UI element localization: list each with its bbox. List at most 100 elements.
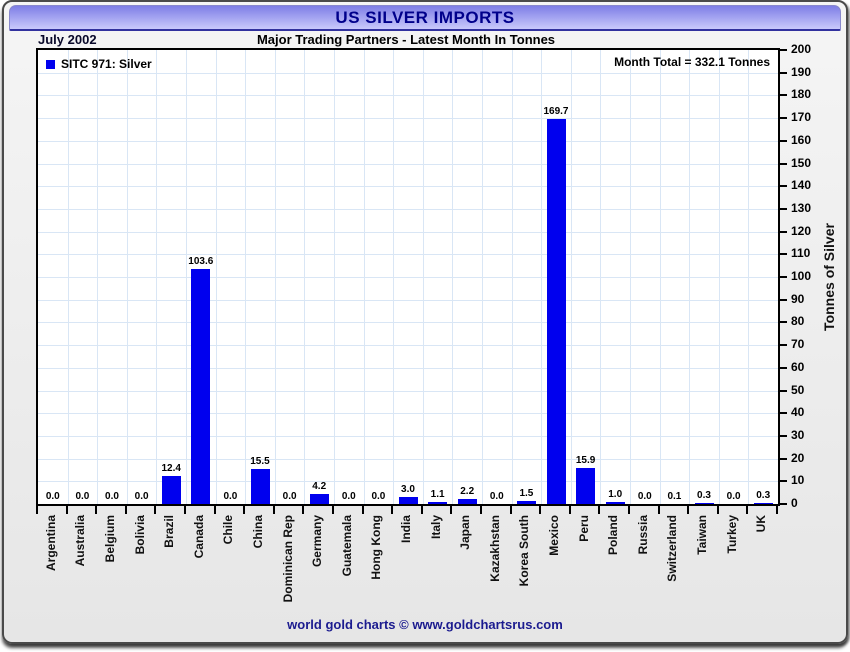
gridline-vertical (216, 50, 217, 504)
y-tick (780, 298, 787, 301)
gridline-horizontal (38, 390, 778, 392)
gridline-horizontal (38, 254, 778, 256)
bar-value-label: 3.0 (401, 484, 415, 495)
bar-value-label: 2.2 (460, 486, 475, 497)
gridline-horizontal (38, 367, 778, 369)
x-tick (510, 506, 512, 514)
legend-swatch-icon (46, 59, 55, 69)
y-tick-label: 180 (791, 87, 812, 102)
period-label: July 2002 (38, 32, 97, 47)
bar-brazil (161, 476, 181, 504)
bar-value-label: 0.0 (45, 491, 60, 502)
gridline-horizontal (38, 345, 778, 347)
y-tick (780, 253, 787, 256)
y-tick (780, 457, 787, 460)
x-label-guatemala: Guatemala (339, 515, 354, 577)
gridline-vertical (541, 50, 542, 504)
gridline-vertical (660, 50, 661, 504)
x-tick (658, 506, 660, 514)
footer-credit: world gold charts © www.goldchartsrus.co… (287, 617, 563, 632)
bar-value-label: 0.0 (223, 491, 238, 502)
y-tick (780, 434, 787, 437)
y-tick (780, 139, 787, 142)
x-tick (154, 506, 156, 514)
y-tick (780, 71, 787, 74)
bar-value-label: 0.0 (282, 491, 297, 502)
gridline-horizontal (38, 208, 778, 210)
gridline-horizontal (38, 435, 778, 437)
bar-value-label: 0.0 (134, 491, 149, 502)
x-label-argentina: Argentina (43, 515, 58, 572)
gridline-vertical (393, 50, 394, 504)
gridline-horizontal (38, 140, 778, 142)
gridline-horizontal (38, 458, 778, 460)
gridline-horizontal (38, 163, 778, 165)
y-tick (780, 162, 787, 165)
y-tick (780, 321, 787, 324)
x-tick (302, 506, 304, 514)
gridline-vertical (482, 50, 483, 504)
x-label-poland: Poland (606, 515, 621, 556)
bar-japan (457, 499, 477, 504)
x-label-korea-south: Korea South (517, 515, 532, 587)
x-tick (746, 506, 748, 514)
y-tick (780, 230, 787, 233)
y-tick-label: 120 (791, 223, 812, 238)
y-tick (780, 412, 787, 415)
y-tick-label: 60 (791, 359, 805, 374)
x-tick (184, 506, 186, 514)
x-label-switzerland: Switzerland (665, 515, 680, 582)
y-tick (780, 344, 787, 347)
bar-korea-south (516, 501, 536, 504)
y-tick-label: 110 (791, 246, 811, 261)
gridline-vertical (571, 50, 572, 504)
bar-value-label: 169.7 (543, 106, 569, 117)
bar-value-label: 12.4 (161, 463, 181, 474)
x-tick (36, 506, 38, 514)
y-tick-label: 130 (791, 200, 812, 215)
gridline-vertical (689, 50, 690, 504)
x-tick (214, 506, 216, 514)
y-tick-label: 90 (791, 291, 805, 306)
y-tick-label: 160 (791, 132, 812, 147)
gridline-vertical (512, 50, 513, 504)
y-tick-label: 50 (791, 382, 805, 397)
y-axis-title: Tonnes of Silver (818, 48, 840, 506)
x-label-taiwan: Taiwan (695, 515, 709, 555)
bar-germany (309, 494, 329, 504)
x-label-kazakhstan: Kazakhstan (487, 515, 502, 582)
bar-value-label: 4.2 (312, 481, 327, 492)
x-tick (539, 506, 541, 514)
gridline-vertical (68, 50, 69, 504)
y-tick-label: 150 (791, 155, 812, 170)
y-tick-label: 30 (791, 427, 805, 442)
bar-value-label: 0.3 (756, 490, 771, 501)
gridline-vertical (630, 50, 631, 504)
bar-value-label: 0.0 (75, 491, 90, 502)
gridline-horizontal (38, 277, 778, 278)
y-tick (780, 49, 787, 51)
y-tick-label: 70 (791, 337, 805, 352)
bar-mexico (546, 119, 566, 504)
gridline-vertical (600, 50, 601, 504)
bar-uk (753, 503, 773, 504)
y-tick-label: 20 (791, 450, 805, 465)
gridline-horizontal (38, 186, 778, 188)
y-tick-label: 40 (791, 405, 805, 420)
x-label-china: China (251, 515, 265, 549)
x-label-australia: Australia (73, 515, 88, 567)
bar-value-label: 0.0 (489, 491, 504, 502)
subtitle-row: July 2002 Major Trading Partners - Lates… (4, 32, 846, 48)
x-label-bolivia: Bolivia (132, 515, 147, 555)
bar-value-label: 1.5 (519, 488, 534, 499)
plot-canvas: 0.0 0.0 0.0 0.0 12.4 103.6 0.0 15.5 0.0 4.2 0.0 0.0… (38, 50, 778, 504)
x-label-germany: Germany (310, 515, 325, 568)
x-tick (480, 506, 482, 514)
x-tick (66, 506, 68, 514)
gridline-horizontal (38, 95, 778, 97)
y-axis-title-text: Tonnes of Silver (821, 223, 837, 331)
x-label-uk: UK (754, 515, 769, 533)
x-label-turkey: Turkey (724, 515, 739, 554)
x-label-brazil: Brazil (162, 515, 177, 548)
